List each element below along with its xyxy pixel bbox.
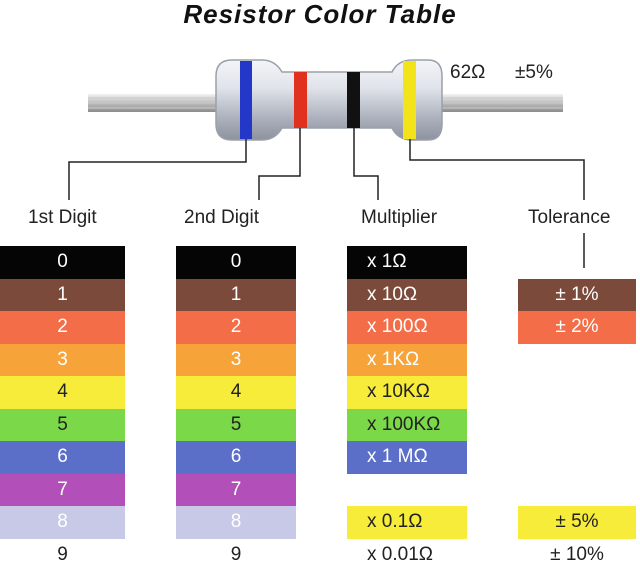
multiplier-cell: x 0.01Ω <box>347 538 467 571</box>
digit2-cell-1: 1 <box>176 278 296 311</box>
digit-cell-1: 1 <box>0 278 125 311</box>
header-tolerance: Tolerance <box>528 207 611 228</box>
band-1st-digit <box>240 61 252 139</box>
leader-line-1 <box>68 139 247 200</box>
tolerance-cell: ± 5% <box>518 506 636 539</box>
digit-cell-2: 2 <box>0 311 125 344</box>
page-title: Resistor Color Table <box>183 0 457 29</box>
resistance-value: 62Ω <box>450 62 486 83</box>
header-2nd-digit: 2nd Digit <box>184 207 259 228</box>
band-tolerance <box>403 61 416 139</box>
header-1st-digit: 1st Digit <box>28 207 97 228</box>
digit-cell-8: 8 <box>0 506 125 539</box>
digit2-cell-3: 3 <box>176 343 296 376</box>
digit2-cell-5: 5 <box>176 408 296 441</box>
digit2-cell-6: 6 <box>176 441 296 474</box>
tolerance-cell: ± 10% <box>518 538 636 571</box>
multiplier-cell: x 0.1Ω <box>347 506 467 539</box>
resistor-body <box>215 59 443 141</box>
tolerance-cell: ± 2% <box>518 311 636 344</box>
multiplier-cell: x 10Ω <box>347 278 467 311</box>
multiplier-cell: x 1 MΩ <box>347 441 467 474</box>
band-2nd-digit <box>294 72 307 128</box>
digit2-cell-4: 4 <box>176 376 296 409</box>
digit-cell-5: 5 <box>0 408 125 441</box>
multiplier-cell: x 100KΩ <box>347 408 467 441</box>
digit-cell-3: 3 <box>0 343 125 376</box>
digit-cell-6: 6 <box>0 441 125 474</box>
tolerance-cell: ± 1% <box>518 278 636 311</box>
digit2-cell-2: 2 <box>176 311 296 344</box>
digit2-cell-0: 0 <box>176 246 296 279</box>
digit-cell-0: 0 <box>0 246 125 279</box>
tolerance-value: ±5% <box>515 62 553 83</box>
digit-cell-7: 7 <box>0 473 125 506</box>
multiplier-cell: x 1Ω <box>347 246 467 279</box>
digit2-cell-9: 9 <box>176 538 296 571</box>
leader-line-3 <box>353 128 379 200</box>
digit-cell-4: 4 <box>0 376 125 409</box>
multiplier-cell: x 100Ω <box>347 311 467 344</box>
digit-cell-9: 9 <box>0 538 125 571</box>
leader-line-2 <box>258 128 301 200</box>
band-multiplier <box>347 72 360 128</box>
digit2-cell-7: 7 <box>176 473 296 506</box>
header-multiplier: Multiplier <box>361 207 438 228</box>
digit2-cell-8: 8 <box>176 506 296 539</box>
multiplier-cell: x 10KΩ <box>347 376 467 409</box>
leader-line-4 <box>409 139 585 200</box>
multiplier-cell: x 1KΩ <box>347 343 467 376</box>
